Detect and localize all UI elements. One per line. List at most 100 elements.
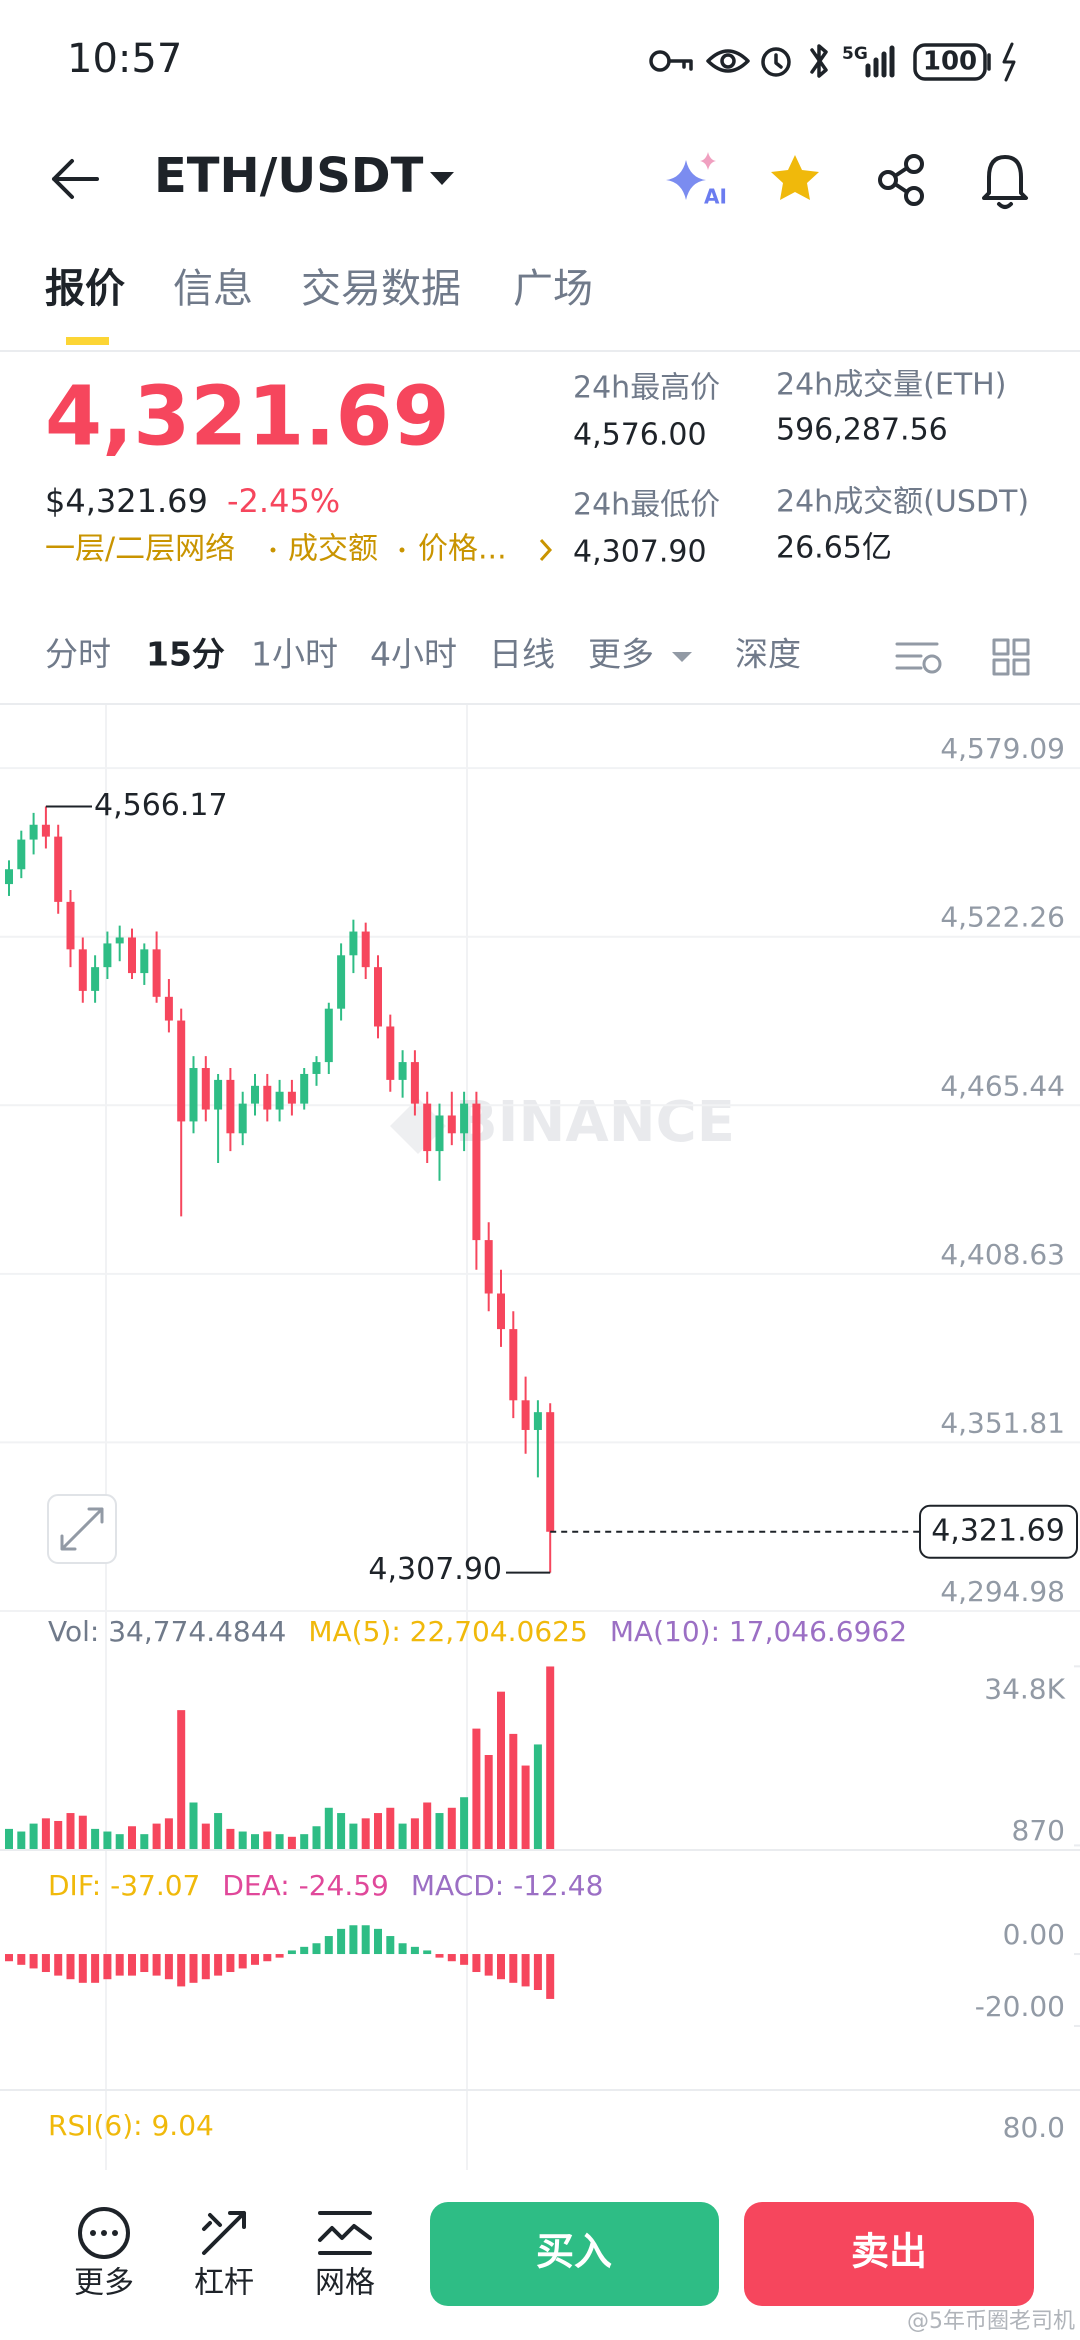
volume-bar — [140, 1834, 149, 1850]
pair-title[interactable]: ETH/USDT — [154, 148, 424, 204]
tab-bar: 报价 信息 交易数据 广场 — [45, 266, 593, 312]
volume-bar — [17, 1831, 26, 1850]
ai-button[interactable]: AI — [666, 152, 727, 209]
volume-bar — [54, 1820, 63, 1850]
tags-chevron[interactable] — [539, 538, 553, 562]
volume-bar — [78, 1815, 87, 1850]
volume-bar — [226, 1828, 235, 1850]
macd-bar — [337, 1928, 346, 1955]
volume-bar — [164, 1818, 173, 1850]
stat-value: 4,576.00 — [573, 418, 707, 453]
tag[interactable]: 成交额 — [288, 532, 378, 567]
chart-settings[interactable] — [895, 642, 942, 674]
tab[interactable]: 广场 — [513, 266, 593, 312]
macd-bar — [533, 1954, 542, 1991]
volume-bar — [324, 1807, 333, 1850]
candle-body — [497, 1293, 505, 1330]
volume-bar — [509, 1733, 518, 1850]
low-label: 4,307.90 — [368, 1552, 502, 1587]
interval-option[interactable]: 分时 — [45, 635, 111, 674]
candle-body — [140, 949, 149, 974]
macd-bar — [140, 1954, 149, 1973]
more-dropdown[interactable] — [672, 652, 692, 662]
candle-body — [361, 931, 370, 968]
y-tick-label: 4,408.63 — [940, 1238, 1065, 1271]
volume-bar — [447, 1807, 456, 1850]
high-label: 4,566.17 — [94, 788, 228, 823]
macd-bar — [374, 1928, 382, 1955]
macd-bar — [497, 1954, 505, 1980]
macd-bar — [115, 1954, 124, 1976]
volume-bar — [423, 1802, 432, 1850]
interval-option[interactable]: 更多 — [588, 635, 654, 674]
layout-toggle[interactable] — [992, 638, 1030, 676]
volume-bar — [533, 1744, 542, 1850]
tab[interactable]: 交易数据 — [301, 266, 461, 312]
interval-option[interactable]: 4小时 — [370, 635, 457, 674]
macd-bar — [300, 1946, 309, 1955]
macd-bar — [214, 1954, 223, 1976]
candle-body — [115, 937, 124, 944]
macd-bar — [5, 1954, 13, 1962]
y-tick-label: 4,522.26 — [940, 901, 1065, 934]
volume-bar — [103, 1831, 112, 1850]
y-tick-label: 4,351.81 — [940, 1406, 1065, 1439]
candle-body — [41, 824, 50, 837]
leverage-tool[interactable]: 杠杆 — [194, 2211, 254, 2301]
volume-bar — [5, 1828, 13, 1850]
tag-separator — [399, 547, 405, 553]
candle-body — [29, 824, 38, 840]
candle-body — [103, 943, 112, 968]
buy-button[interactable] — [430, 2202, 719, 2306]
macd-bar — [423, 1950, 432, 1955]
tab[interactable]: 报价 — [45, 266, 125, 312]
buy-label: 买入 — [536, 2230, 612, 2274]
macd-bar — [189, 1954, 198, 1983]
volume-bar — [152, 1823, 161, 1850]
macd-bar — [472, 1954, 481, 1973]
ai-sparkle-small — [700, 152, 716, 170]
candle-body — [509, 1329, 518, 1401]
volume-bar — [214, 1813, 223, 1850]
price-change: -2.45% — [227, 482, 340, 520]
grid-tool[interactable]: 网格 — [315, 2211, 375, 2301]
pair-dropdown[interactable] — [430, 172, 454, 185]
macd-bar — [398, 1943, 407, 1955]
chart-watermark: BINANCE — [455, 1090, 735, 1155]
volume-bar — [361, 1818, 370, 1850]
rsi-tick-label: 80.0 — [1003, 2111, 1065, 2144]
volume-bar — [386, 1807, 395, 1850]
volume-bar — [398, 1823, 407, 1850]
stat-value: 596,287.56 — [776, 413, 948, 448]
tag[interactable]: 价格... — [418, 532, 507, 567]
candle-body — [54, 836, 63, 902]
macd-bar — [41, 1954, 50, 1973]
candle-body — [201, 1068, 210, 1110]
interval-option[interactable]: 15分 — [146, 635, 225, 674]
alert-bell[interactable] — [982, 155, 1028, 209]
tool-label: 杠杆 — [194, 2266, 254, 2301]
volume-bar — [251, 1834, 259, 1850]
sell-button[interactable] — [744, 2202, 1034, 2306]
more-tool[interactable]: 更多 — [74, 2207, 134, 2301]
interval-option[interactable]: 日线 — [489, 635, 555, 674]
candle-body — [164, 996, 173, 1021]
candle-body — [484, 1240, 493, 1294]
interval-option[interactable]: 深度 — [735, 635, 801, 674]
macd-bar — [324, 1936, 333, 1955]
macd-bar — [201, 1954, 210, 1980]
image-watermark: @5年币圈老司机 — [907, 2309, 1075, 2334]
stat-value: 26.65亿 — [776, 531, 892, 566]
share-button[interactable] — [878, 154, 924, 206]
interval-option[interactable]: 1小时 — [251, 635, 338, 674]
candle-body — [337, 955, 346, 1009]
candle-body — [238, 1103, 247, 1134]
volume-bar — [374, 1813, 382, 1850]
favorite-star[interactable] — [771, 155, 819, 200]
tag[interactable]: 一层/二层网络 — [45, 532, 235, 567]
tab[interactable]: 信息 — [173, 266, 253, 312]
tool-label: 更多 — [74, 2266, 134, 2301]
macd-bar — [521, 1954, 530, 1987]
back-button[interactable] — [52, 159, 99, 199]
